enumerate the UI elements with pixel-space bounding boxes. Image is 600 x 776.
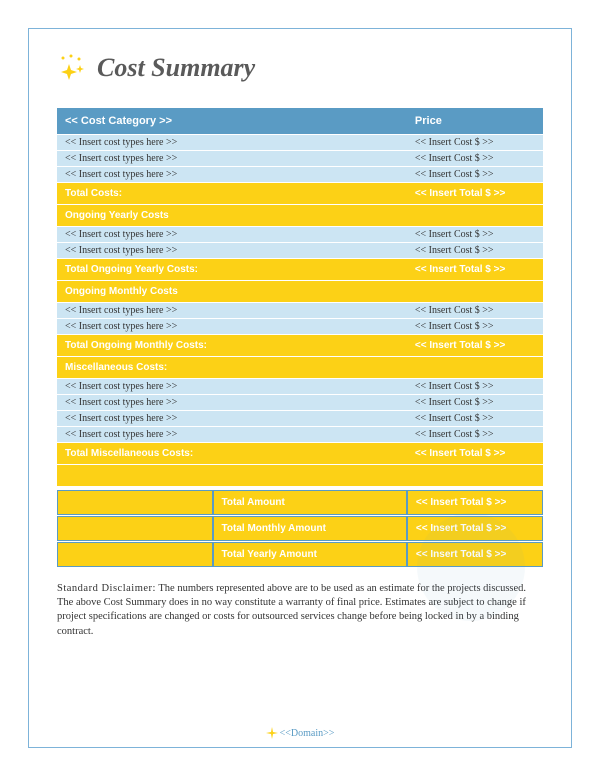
cost-value: << Insert Cost $ >> (407, 303, 543, 318)
total-label: Total Costs: (57, 183, 407, 204)
cost-table: << Cost Category >> Price << Insert cost… (57, 107, 543, 487)
grand-total-row: Total Monthly Amount << Insert Total $ >… (57, 516, 543, 541)
table-row: << Insert cost types here >><< Insert Co… (57, 151, 543, 166)
col-category-header: << Cost Category >> (57, 108, 407, 134)
table-row: << Insert cost types here >><< Insert Co… (57, 411, 543, 426)
grand-total-value: << Insert Total $ >> (407, 516, 543, 541)
cost-type: << Insert cost types here >> (57, 151, 407, 166)
page-border: Cost Summary << Cost Category >> Price <… (28, 28, 572, 748)
total-value: << Insert Total $ >> (407, 335, 543, 356)
table-header-row: << Cost Category >> Price (57, 108, 543, 134)
cost-value: << Insert Cost $ >> (407, 135, 543, 150)
cost-type: << Insert cost types here >> (57, 227, 407, 242)
disclaimer-title: Standard Disclaimer: (57, 583, 156, 594)
total-row: Total Miscellaneous Costs:<< Insert Tota… (57, 443, 543, 464)
section-header: Miscellaneous Costs: (57, 357, 543, 378)
grand-total-label: Total Monthly Amount (213, 516, 407, 541)
col-price-header: Price (407, 108, 543, 134)
total-value: << Insert Total $ >> (407, 443, 543, 464)
grand-total-label: Total Yearly Amount (213, 542, 407, 567)
section-label: Ongoing Monthly Costs (57, 281, 407, 302)
sparkle-icon (57, 54, 89, 82)
cost-value: << Insert Cost $ >> (407, 411, 543, 426)
grand-total-row: Total Amount << Insert Total $ >> (57, 490, 543, 515)
cost-type: << Insert cost types here >> (57, 395, 407, 410)
cost-value: << Insert Cost $ >> (407, 167, 543, 182)
total-row: Total Costs:<< Insert Total $ >> (57, 183, 543, 204)
cost-type: << Insert cost types here >> (57, 427, 407, 442)
grand-total-value: << Insert Total $ >> (407, 542, 543, 567)
cost-type: << Insert cost types here >> (57, 303, 407, 318)
total-value: << Insert Total $ >> (407, 259, 543, 280)
table-row: << Insert cost types here >><< Insert Co… (57, 243, 543, 258)
total-label: Total Ongoing Yearly Costs: (57, 259, 407, 280)
table-row: << Insert cost types here >><< Insert Co… (57, 427, 543, 442)
spacer-row (57, 465, 543, 486)
grand-total-label: Total Amount (213, 490, 407, 515)
section-header: Ongoing Yearly Costs (57, 205, 543, 226)
grand-total-row: Total Yearly Amount << Insert Total $ >> (57, 542, 543, 567)
total-row: Total Ongoing Monthly Costs:<< Insert To… (57, 335, 543, 356)
table-row: << Insert cost types here >><< Insert Co… (57, 303, 543, 318)
cost-type: << Insert cost types here >> (57, 319, 407, 334)
cost-value: << Insert Cost $ >> (407, 151, 543, 166)
total-label: Total Ongoing Monthly Costs: (57, 335, 407, 356)
star-icon (266, 727, 278, 739)
cost-value: << Insert Cost $ >> (407, 319, 543, 334)
section-label: Miscellaneous Costs: (57, 357, 407, 378)
total-label: Total Miscellaneous Costs: (57, 443, 407, 464)
table-row: << Insert cost types here >><< Insert Co… (57, 379, 543, 394)
cost-type: << Insert cost types here >> (57, 135, 407, 150)
cost-value: << Insert Cost $ >> (407, 427, 543, 442)
table-row: << Insert cost types here >><< Insert Co… (57, 319, 543, 334)
grand-total-value: << Insert Total $ >> (407, 490, 543, 515)
cost-type: << Insert cost types here >> (57, 243, 407, 258)
cost-type: << Insert cost types here >> (57, 379, 407, 394)
header: Cost Summary (57, 53, 543, 83)
cost-type: << Insert cost types here >> (57, 167, 407, 182)
cost-value: << Insert Cost $ >> (407, 227, 543, 242)
total-value: << Insert Total $ >> (407, 183, 543, 204)
cost-value: << Insert Cost $ >> (407, 243, 543, 258)
section-header: Ongoing Monthly Costs (57, 281, 543, 302)
page-title: Cost Summary (97, 53, 255, 83)
cost-value: << Insert Cost $ >> (407, 395, 543, 410)
cost-value: << Insert Cost $ >> (407, 379, 543, 394)
disclaimer: Standard Disclaimer: The numbers represe… (57, 582, 543, 639)
footer: <<Domain>> (29, 727, 571, 739)
total-row: Total Ongoing Yearly Costs:<< Insert Tot… (57, 259, 543, 280)
section-label: Ongoing Yearly Costs (57, 205, 407, 226)
cost-type: << Insert cost types here >> (57, 411, 407, 426)
table-row: << Insert cost types here >><< Insert Co… (57, 135, 543, 150)
table-row: << Insert cost types here >><< Insert Co… (57, 227, 543, 242)
table-row: << Insert cost types here >><< Insert Co… (57, 167, 543, 182)
table-row: << Insert cost types here >><< Insert Co… (57, 395, 543, 410)
grand-total-table: Total Amount << Insert Total $ >> Total … (57, 489, 543, 568)
footer-text: <<Domain>> (280, 728, 335, 739)
